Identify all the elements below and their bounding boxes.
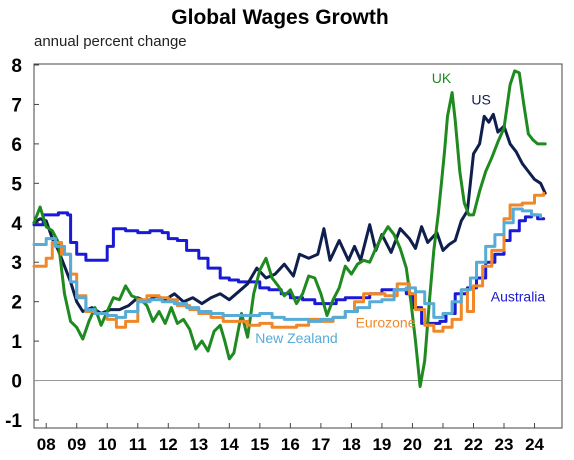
series-line-uk: [32, 69, 547, 388]
chart-subtitle: annual percent change: [34, 33, 187, 50]
y-tick-label: 8: [11, 56, 22, 77]
x-tick-label: 15: [250, 435, 269, 454]
series-line-eurozone: [32, 191, 546, 333]
x-tick-label: 08: [37, 435, 56, 454]
x-tick-label: 20: [403, 435, 422, 454]
x-tick-label: 24: [525, 435, 544, 454]
x-tick-label: 13: [189, 435, 208, 454]
series-label-eurozone: Eurozone: [356, 314, 416, 330]
x-tick-label: 16: [281, 435, 300, 454]
y-tick-label: 1: [11, 332, 22, 353]
series-line-us: [32, 112, 547, 315]
x-axis-ticks: 08 09 10 11 12 13 14 15 16 17 18 19 20 21 22 23 24: [37, 423, 545, 454]
chart-title: Global Wages Growth: [171, 6, 388, 29]
x-tick-label: 14: [220, 435, 239, 454]
x-tick-label: 12: [159, 435, 178, 454]
x-tick-label: 21: [434, 435, 453, 454]
series-line-new-zealand: [32, 207, 543, 323]
series-label-us: US: [471, 91, 490, 107]
y-tick-label: 7: [11, 95, 22, 116]
x-tick-label: 18: [342, 435, 361, 454]
x-tick-label: 17: [311, 435, 330, 454]
x-tick-label: 10: [98, 435, 117, 454]
series-labels: Australia US UK Eurozone New Zealand: [255, 70, 545, 346]
y-tick-label: 4: [11, 214, 22, 235]
y-tick-label: 0: [11, 372, 22, 393]
series-label-australia: Australia: [491, 289, 546, 305]
x-tick-label: 23: [495, 435, 514, 454]
y-tick-label: 5: [11, 174, 22, 195]
x-tick-label: 11: [129, 435, 147, 454]
series-label-uk: UK: [432, 70, 452, 86]
x-tick-label: 22: [464, 435, 483, 454]
y-tick-label: 2: [11, 293, 22, 314]
series-label-new-zealand: New Zealand: [255, 330, 338, 346]
series-lines: [32, 69, 547, 388]
x-tick-label: 19: [372, 435, 391, 454]
y-tick-label: -1: [5, 411, 22, 432]
y-tick-label: 3: [11, 253, 22, 274]
x-tick-label: 09: [67, 435, 86, 454]
y-tick-label: 6: [11, 135, 22, 156]
